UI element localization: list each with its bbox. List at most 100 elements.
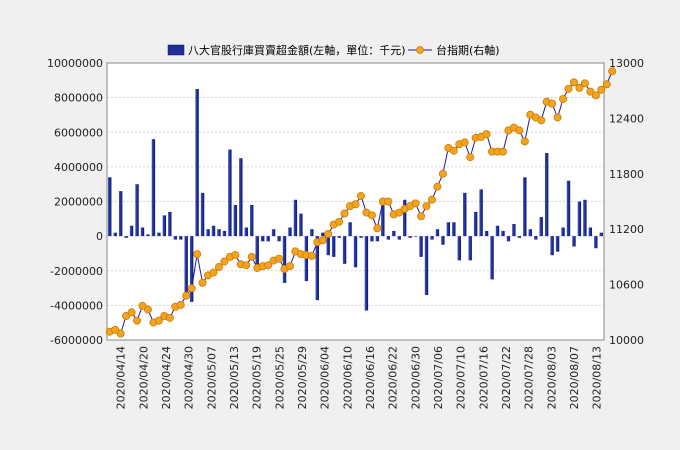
bar	[473, 211, 478, 237]
bar	[446, 222, 451, 237]
bar	[348, 222, 352, 237]
bar	[495, 225, 500, 237]
bar	[419, 236, 423, 257]
bar	[577, 201, 582, 237]
line-point	[176, 300, 185, 309]
line-point	[608, 67, 617, 76]
line-point	[356, 191, 365, 200]
bar	[162, 215, 167, 237]
line-point	[133, 316, 142, 325]
right-axis: 13000 12400 11800 11200 10600 10000	[609, 57, 644, 347]
y-left-tick-label: -6000000	[50, 334, 103, 347]
bar	[244, 227, 248, 237]
bar	[337, 236, 341, 238]
legend-line-marker	[416, 46, 424, 54]
bar	[233, 204, 238, 237]
bar	[135, 184, 139, 237]
bar	[539, 217, 543, 237]
bar	[561, 227, 565, 237]
y-left-tick-label: 2000000	[54, 196, 103, 209]
x-tick-label: 2020/07/22	[500, 346, 513, 409]
bar	[277, 236, 281, 242]
line-point	[111, 325, 120, 334]
bar	[392, 230, 396, 237]
bar	[113, 232, 117, 237]
bar	[222, 230, 227, 237]
bar	[594, 236, 598, 249]
bar	[484, 230, 489, 237]
line-point	[154, 316, 163, 325]
line-point	[498, 147, 507, 156]
bar	[468, 236, 472, 261]
bar	[386, 236, 390, 240]
x-tick-label: 2020/05/29	[296, 346, 309, 409]
line-point	[520, 137, 529, 146]
bar	[200, 192, 205, 237]
x-tick-label: 2020/07/16	[477, 346, 490, 409]
line-point	[427, 195, 436, 204]
bar	[523, 177, 527, 237]
bar	[353, 236, 358, 268]
bar	[566, 180, 571, 237]
bar	[255, 236, 259, 271]
bar	[588, 227, 593, 237]
legend-line-label: 台指期(右軸)	[436, 43, 500, 57]
line-point	[460, 138, 469, 147]
line-point	[597, 85, 606, 94]
line-point	[307, 251, 316, 260]
bar	[342, 236, 347, 264]
line-point	[165, 313, 174, 322]
bar	[228, 149, 232, 237]
line-point	[116, 329, 125, 338]
line-point	[384, 197, 393, 206]
bar	[217, 229, 221, 237]
legend: 八大官股行庫買賣超金額(左軸，單位：千元) 台指期(右軸)	[167, 43, 500, 57]
y-left-tick-label: 4000000	[54, 161, 103, 174]
bar	[506, 236, 511, 242]
bar	[118, 191, 123, 237]
line-point	[411, 199, 420, 208]
bar	[299, 213, 303, 237]
bar	[534, 236, 538, 240]
x-tick-label: 2020/05/13	[228, 346, 241, 409]
bar	[550, 236, 554, 256]
bar	[490, 236, 494, 280]
bar	[184, 236, 188, 295]
plot-border	[106, 62, 605, 341]
line-point	[422, 202, 431, 211]
bar	[331, 236, 336, 257]
bar	[441, 236, 445, 245]
bar	[381, 203, 385, 237]
y-right-tick-label: 11800	[609, 168, 644, 181]
bar	[402, 199, 407, 237]
y-right-tick-label: 13000	[609, 57, 644, 70]
bar	[310, 229, 314, 237]
line-point	[548, 99, 557, 108]
line-point	[438, 169, 447, 178]
y-left-tick-label: -2000000	[50, 265, 103, 278]
line-point	[264, 261, 273, 270]
bar	[435, 229, 440, 237]
bar	[555, 236, 560, 252]
y-right-tick-label: 11200	[609, 223, 644, 236]
bar	[250, 204, 254, 237]
x-tick-label: 2020/06/30	[409, 346, 422, 409]
line-point	[143, 305, 152, 314]
bar	[528, 229, 532, 237]
bar	[239, 158, 243, 237]
line-point	[193, 250, 202, 259]
bar	[288, 227, 292, 237]
x-tick-label: 2020/04/30	[183, 346, 196, 409]
bar-series	[108, 88, 603, 311]
bar	[424, 236, 429, 295]
x-tick-label: 2020/04/20	[137, 346, 150, 409]
bar	[266, 236, 270, 242]
line-point	[417, 212, 426, 221]
bar	[129, 225, 134, 237]
line-point	[127, 308, 136, 317]
bar	[282, 236, 287, 283]
x-tick-label: 2020/06/04	[319, 346, 332, 409]
line-point	[564, 84, 573, 93]
x-tick-label: 2020/06/16	[364, 346, 377, 409]
